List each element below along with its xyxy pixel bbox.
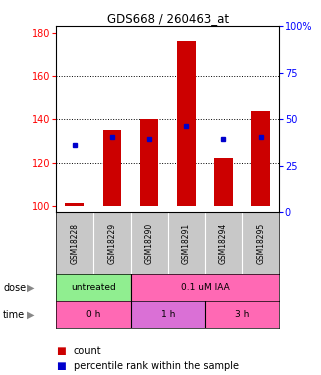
Text: GSM18229: GSM18229	[108, 223, 117, 264]
Bar	[56, 301, 131, 328]
Bar	[131, 274, 279, 301]
Bar	[56, 274, 131, 301]
Bar	[65, 202, 84, 206]
Text: GSM18294: GSM18294	[219, 223, 228, 264]
Bar	[103, 130, 121, 206]
Text: percentile rank within the sample: percentile rank within the sample	[74, 361, 239, 370]
Bar	[140, 119, 159, 206]
Text: GSM18291: GSM18291	[182, 223, 191, 264]
Text: ■: ■	[56, 346, 66, 355]
Text: time: time	[3, 310, 25, 320]
Bar	[251, 111, 270, 206]
Bar	[205, 301, 279, 328]
Text: 3 h: 3 h	[235, 310, 249, 319]
Bar	[131, 301, 205, 328]
Text: 0.1 uM IAA: 0.1 uM IAA	[180, 283, 229, 292]
Text: ▶: ▶	[27, 310, 34, 320]
Text: count: count	[74, 346, 101, 355]
Text: ■: ■	[56, 361, 66, 370]
Text: GSM18290: GSM18290	[145, 223, 154, 264]
Text: dose: dose	[3, 283, 26, 292]
Text: GSM18295: GSM18295	[256, 223, 265, 264]
Text: untreated: untreated	[71, 283, 116, 292]
Bar	[177, 41, 195, 206]
Text: GSM18228: GSM18228	[70, 223, 79, 264]
Text: ▶: ▶	[27, 283, 34, 292]
Text: 1 h: 1 h	[160, 310, 175, 319]
Bar	[214, 158, 233, 206]
Title: GDS668 / 260463_at: GDS668 / 260463_at	[107, 12, 229, 25]
Text: 0 h: 0 h	[86, 310, 100, 319]
